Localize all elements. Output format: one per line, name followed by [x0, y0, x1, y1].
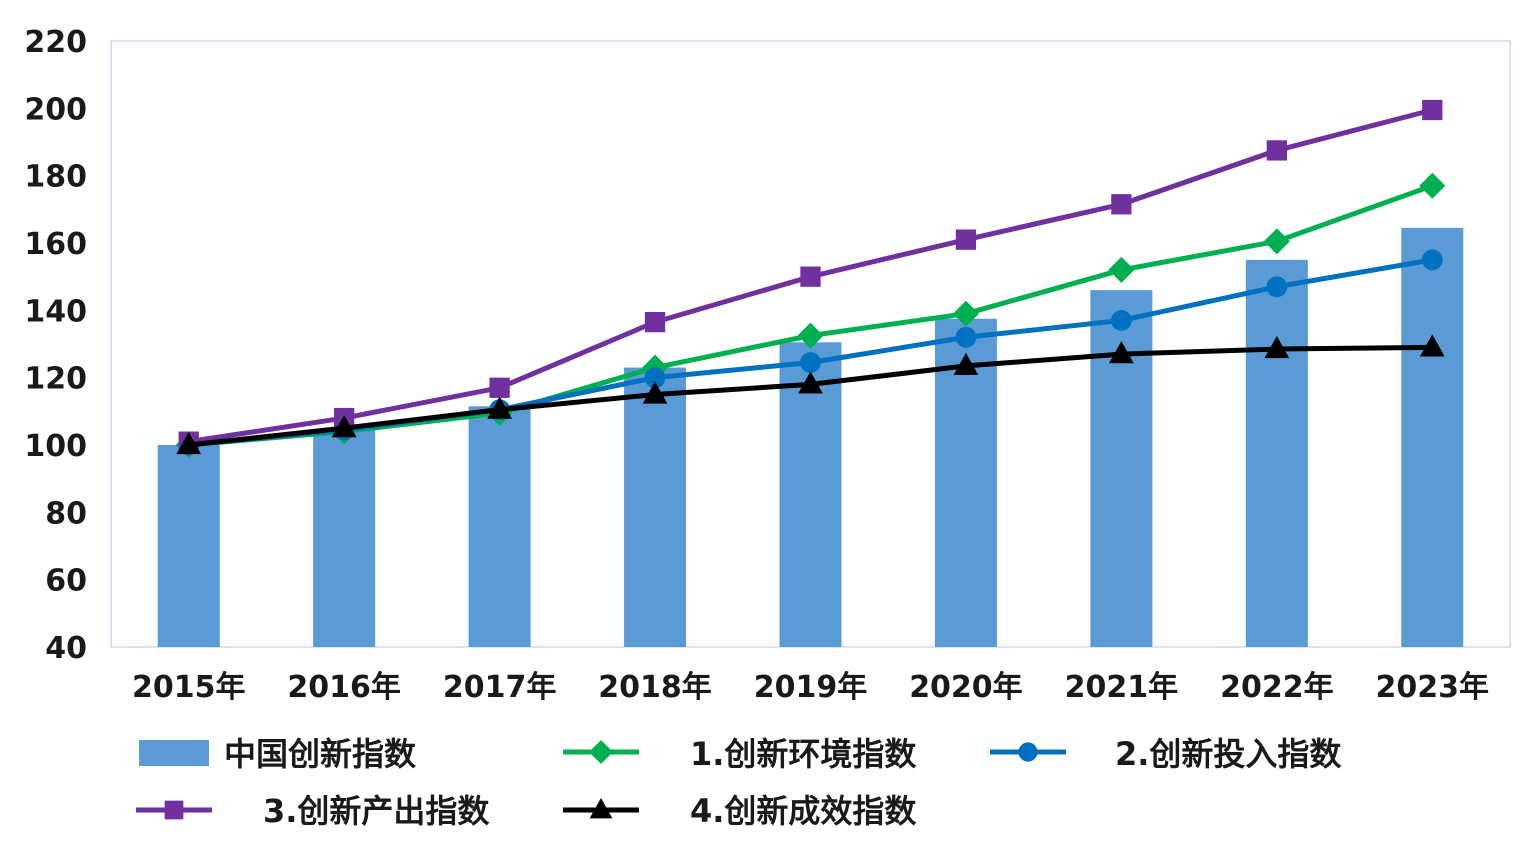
- lines: [175, 99, 1446, 458]
- marker-square: [1266, 140, 1287, 161]
- legend-label: 3.创新产出指数: [263, 792, 490, 830]
- marker-diamond: [1419, 172, 1446, 199]
- y-tick-label: 80: [45, 496, 87, 531]
- y-axis: 40 60 80 100 120 140 160 180 200 220: [24, 25, 87, 666]
- x-tick-label: 2022年: [1220, 670, 1334, 705]
- marker-square: [800, 266, 821, 287]
- x-tick-label: 2020年: [909, 670, 1023, 705]
- marker-triangle: [1109, 341, 1134, 364]
- y-tick-label: 200: [24, 92, 87, 127]
- legend-entry: 2.创新投入指数: [990, 735, 1342, 773]
- legend-entry: 中国创新指数: [139, 735, 417, 773]
- marker-triangle: [1264, 336, 1290, 359]
- y-tick-label: 100: [24, 429, 87, 464]
- marker-square: [955, 229, 977, 250]
- marker-square: [1111, 194, 1132, 215]
- y-tick-label: 180: [24, 160, 87, 195]
- marker-triangle: [176, 432, 202, 455]
- line-series-3: [178, 99, 1443, 452]
- bar: [468, 406, 531, 647]
- marker-triangle: [642, 381, 668, 404]
- marker-diamond: [589, 740, 613, 764]
- marker-diamond: [797, 322, 824, 349]
- marker-square: [164, 800, 184, 820]
- marker-circle: [955, 326, 977, 348]
- legend: 中国创新指数 1.创新环境指数 2.创新投入指数 3.创新产出指数 4.创新成效指数: [136, 735, 1342, 830]
- legend-label: 2.创新投入指数: [1115, 735, 1342, 773]
- marker-square: [1422, 99, 1443, 121]
- x-tick-label: 2019年: [754, 670, 868, 705]
- bar: [624, 367, 687, 647]
- marker-circle: [1110, 310, 1132, 331]
- legend-label: 4.创新成效指数: [690, 792, 917, 830]
- marker-triangle: [331, 415, 357, 438]
- marker-square: [489, 377, 510, 398]
- marker-diamond: [952, 300, 979, 327]
- marker-square: [644, 311, 666, 333]
- legend-swatch: [139, 740, 209, 766]
- marker-circle: [1018, 742, 1038, 762]
- marker-triangle: [953, 352, 979, 375]
- marker-diamond: [1108, 256, 1135, 283]
- marker-circle: [644, 367, 666, 389]
- marker-circle: [1421, 249, 1443, 271]
- legend-label: 中国创新指数: [224, 735, 417, 773]
- y-tick-label: 140: [24, 294, 87, 329]
- marker-triangle: [487, 396, 512, 419]
- y-tick-label: 160: [24, 227, 87, 262]
- x-tick-label: 2017年: [443, 670, 557, 705]
- x-tick-label: 2021年: [1065, 670, 1179, 705]
- bar: [1401, 227, 1464, 647]
- line-series-4: [176, 334, 1445, 455]
- marker-triangle: [1419, 334, 1445, 357]
- bar: [313, 429, 376, 647]
- y-tick-label: 220: [24, 25, 87, 60]
- marker-circle: [1266, 276, 1288, 298]
- x-tick-label: 2015年: [132, 670, 246, 705]
- x-tick-label: 2016年: [287, 670, 401, 705]
- marker-circle: [800, 352, 821, 373]
- x-tick-label: 2023年: [1376, 670, 1490, 705]
- x-axis: 2015年 2016年 2017年 2018年 2019年 2020年 2021年 2022年…: [132, 670, 1489, 705]
- legend-entry: 1.创新环境指数: [563, 735, 917, 773]
- legend-label: 1.创新环境指数: [690, 735, 917, 773]
- marker-triangle: [798, 371, 823, 394]
- y-tick-label: 60: [45, 564, 87, 599]
- y-tick-label: 120: [24, 362, 87, 397]
- bar: [1245, 259, 1308, 647]
- x-tick-label: 2018年: [598, 670, 712, 705]
- bar: [157, 445, 220, 647]
- marker-diamond: [1263, 228, 1290, 255]
- y-tick-label: 40: [45, 631, 87, 666]
- legend-entry: 3.创新产出指数: [136, 792, 490, 830]
- marker-triangle: [589, 798, 613, 819]
- legend-entry: 4.创新成效指数: [563, 792, 917, 830]
